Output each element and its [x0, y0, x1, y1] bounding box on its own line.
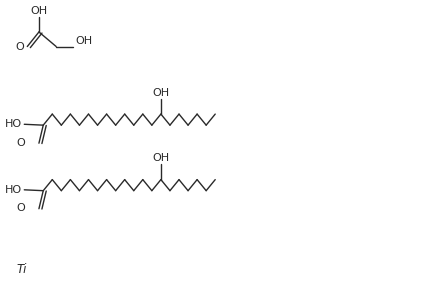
Text: Ti: Ti — [16, 263, 26, 276]
Text: OH: OH — [75, 36, 92, 46]
Text: OH: OH — [152, 153, 169, 163]
Text: HO: HO — [4, 185, 21, 195]
Text: OH: OH — [30, 6, 47, 16]
Text: O: O — [15, 41, 24, 51]
Text: HO: HO — [4, 119, 21, 129]
Text: OH: OH — [152, 88, 169, 98]
Text: O: O — [16, 138, 25, 148]
Text: O: O — [16, 203, 25, 213]
